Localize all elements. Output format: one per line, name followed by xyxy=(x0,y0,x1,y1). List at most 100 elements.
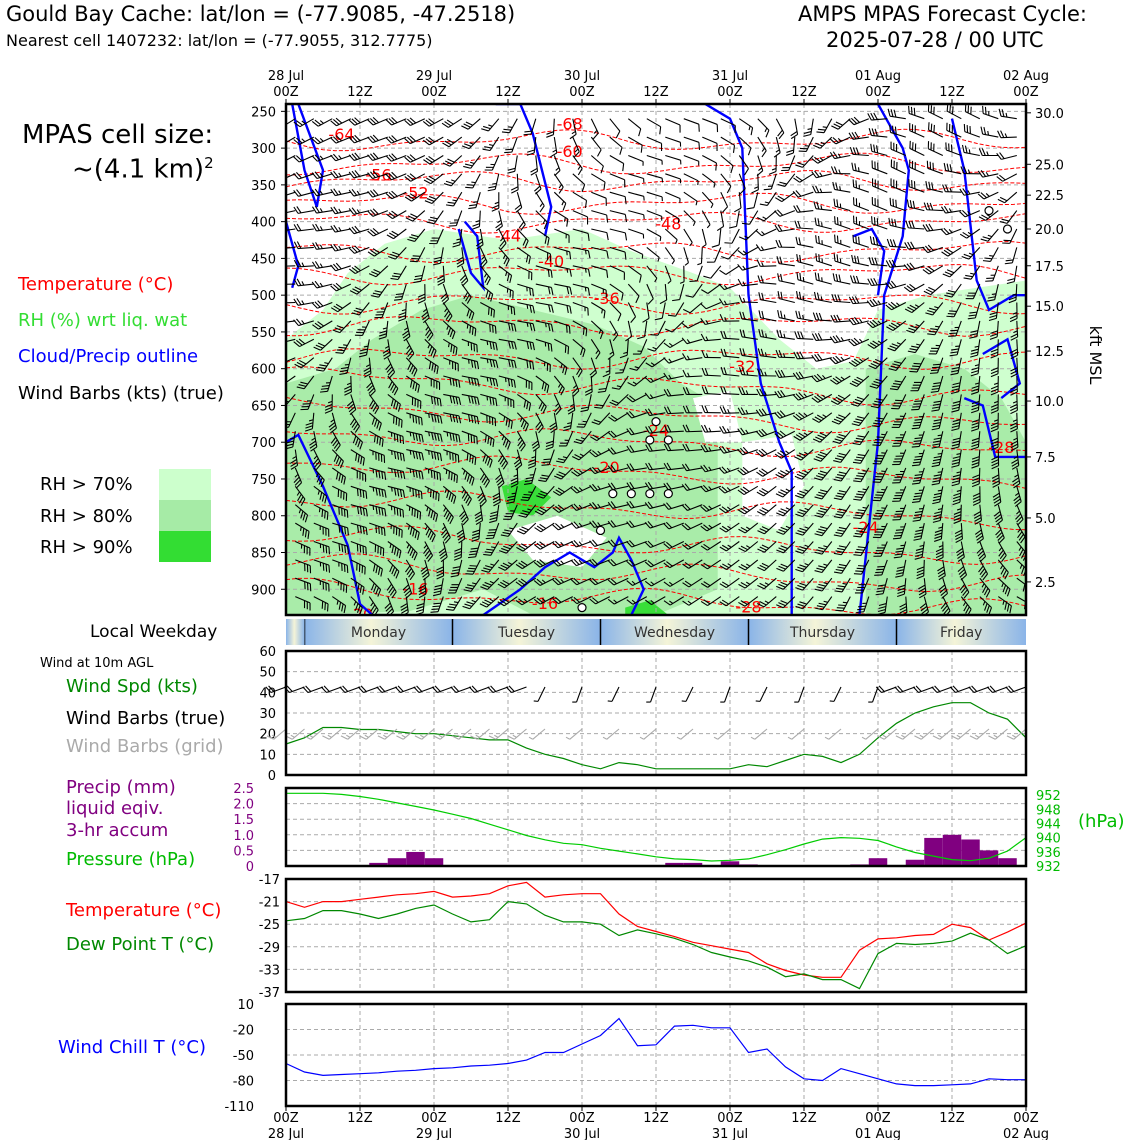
wind-barb xyxy=(590,155,604,174)
wind-barb xyxy=(549,412,558,434)
wind-barb xyxy=(757,275,777,285)
right-tick-label: 5.0 xyxy=(1035,512,1056,527)
wind-barb xyxy=(720,348,740,359)
temperature-contour-label: -36 xyxy=(594,289,620,308)
wind-barb xyxy=(535,375,550,393)
wind-barb-true xyxy=(283,685,305,693)
wind-barb xyxy=(424,449,443,462)
wind-barb xyxy=(418,578,427,599)
wind-barb xyxy=(777,291,795,304)
wind-barb xyxy=(462,596,481,610)
wind-barb xyxy=(663,388,684,397)
wind-barb xyxy=(663,357,684,364)
y-tick-label: 750 xyxy=(251,473,276,488)
wind-barb xyxy=(793,173,814,183)
wind-barb xyxy=(868,127,888,138)
wind-barb-true xyxy=(450,685,472,693)
wind-barb xyxy=(628,246,644,259)
wind-barb xyxy=(498,357,517,369)
wind-barb xyxy=(369,541,385,557)
wind-barb-grid xyxy=(433,728,453,740)
wind-barb xyxy=(685,283,703,298)
wind-barb xyxy=(792,392,814,401)
wind-barb-true xyxy=(875,685,897,693)
wind-barb xyxy=(935,541,944,562)
wind-barb xyxy=(331,467,346,485)
wind-barb xyxy=(697,247,703,266)
wind-barb xyxy=(848,116,870,126)
precip-bar xyxy=(961,839,980,866)
wind-barb xyxy=(591,173,606,190)
wind-barb xyxy=(1010,375,1018,396)
wind-barb xyxy=(580,394,592,413)
wind-barb xyxy=(497,596,518,607)
wind-barb xyxy=(387,375,399,396)
wind-barb xyxy=(774,224,795,233)
wind-barb xyxy=(795,236,814,248)
cell-size-value-text: ~(4.1 km) xyxy=(72,154,205,185)
wind-barb xyxy=(625,320,633,342)
cloud-outline xyxy=(495,104,553,237)
wind-barb xyxy=(683,136,701,150)
wind-barb xyxy=(700,559,722,570)
wind-barb xyxy=(794,467,814,480)
wind-barb xyxy=(972,486,981,506)
wind-barb xyxy=(793,430,814,441)
precip-label-2: liquid eqiv. xyxy=(66,798,164,819)
wind-barb xyxy=(295,577,312,592)
wind-barb-grid xyxy=(676,728,694,740)
wind-barb xyxy=(646,173,664,183)
wind-barb-grid xyxy=(414,728,435,740)
wind-barb xyxy=(330,282,352,292)
wind-barb xyxy=(479,467,490,488)
wind-barb xyxy=(499,541,518,554)
wind-barb xyxy=(602,357,611,378)
wind-barb xyxy=(515,577,537,587)
wind-barb xyxy=(400,596,409,615)
wind-barb xyxy=(700,522,722,532)
wind-barb xyxy=(755,428,777,438)
wind-barb xyxy=(406,504,422,520)
wind-barb xyxy=(830,314,851,323)
wind-barb xyxy=(443,430,461,443)
wind-barb xyxy=(795,596,814,610)
temperature-contour xyxy=(286,455,1026,489)
wind-barb xyxy=(961,144,980,157)
wind-barb xyxy=(756,259,777,267)
wind-barb xyxy=(720,155,734,174)
wind-barb xyxy=(632,339,648,355)
wind-barb xyxy=(498,338,517,350)
wind-barb xyxy=(442,136,463,148)
wind-barb xyxy=(330,243,351,252)
wind-barb xyxy=(796,254,814,267)
calm-wind-marker xyxy=(1002,224,1013,234)
wind-chill-y-tick-label: -110 xyxy=(224,1100,254,1115)
wind-barb xyxy=(1010,339,1019,360)
wind-barb xyxy=(422,136,444,146)
wind-barb xyxy=(332,320,352,334)
wind-barb-true xyxy=(931,685,953,693)
wind-barb xyxy=(567,394,576,415)
wind-barb xyxy=(429,228,444,245)
wind-barb xyxy=(311,154,333,162)
wind-barb xyxy=(998,108,1017,120)
wind-barb xyxy=(814,504,833,518)
wind-barb xyxy=(738,541,759,553)
weekday-label: Wednesday xyxy=(634,625,715,641)
wind-barb xyxy=(387,430,405,445)
wind-barb xyxy=(922,244,943,254)
wind-barb xyxy=(682,387,703,395)
wind-barb xyxy=(315,357,333,372)
wind-barb xyxy=(628,191,645,201)
wind-barb xyxy=(330,117,352,127)
wind-barb xyxy=(990,412,999,433)
wind-10m-label: Wind at 10m AGL xyxy=(40,656,154,671)
wind-barb xyxy=(424,412,443,424)
wind-barb xyxy=(796,272,814,285)
wind-barb xyxy=(387,449,405,462)
wind-barb xyxy=(484,155,500,171)
wind-barb xyxy=(367,134,388,144)
wind-barb xyxy=(571,449,592,461)
wind-barb xyxy=(997,577,1011,597)
